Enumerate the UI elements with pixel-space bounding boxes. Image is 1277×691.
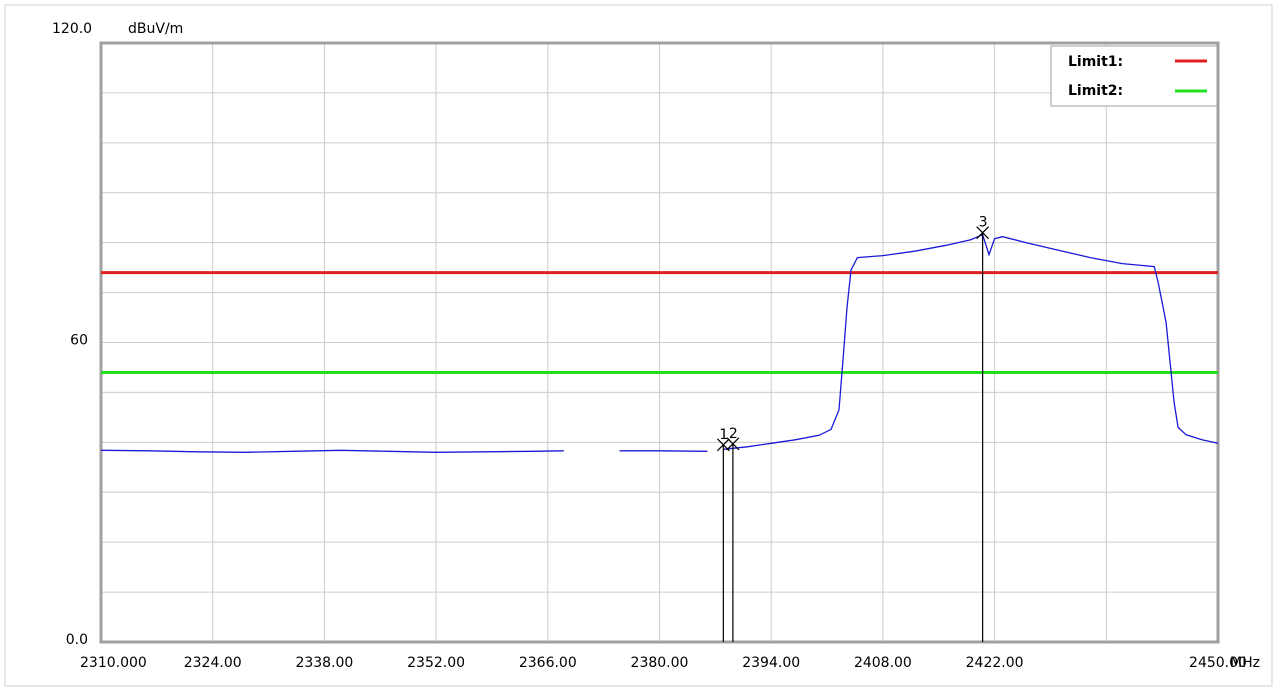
- x-tick-label: 2422.00: [966, 655, 1024, 671]
- marker-layer: 1 2 3: [716, 215, 990, 642]
- outer-frame: [4, 4, 1273, 687]
- marker-cross: [976, 226, 990, 240]
- trace-line: [100, 449, 564, 453]
- x-tick-label: 2366.00: [519, 655, 577, 671]
- trace-line: [723, 233, 1219, 450]
- x-tick-label: 2310.000: [80, 655, 147, 671]
- x-tick-label: 2338.00: [295, 655, 353, 671]
- x-tick-label: 2324.00: [184, 655, 242, 671]
- x-tick-label: 2352.00: [407, 655, 465, 671]
- y-axis-top-label: 120.0: [52, 21, 92, 37]
- x-axis-unit: MHz: [1230, 655, 1260, 671]
- legend-box: [1050, 45, 1218, 107]
- trace-line: [619, 450, 708, 452]
- legend: Limit1: Limit2:: [1050, 45, 1218, 107]
- y-tick-label: 0.0: [66, 632, 88, 648]
- y-tick-labels: 600.0: [66, 333, 88, 649]
- x-tick-label: 2450.00: [1189, 655, 1247, 671]
- y-tick-label: 60: [70, 333, 88, 349]
- x-tick-label: 2380.00: [631, 655, 689, 671]
- marker-label: 2: [729, 426, 738, 442]
- marker-label: 1: [719, 427, 728, 443]
- x-tick-labels: 2310.000 2324.00 2338.00 2352.00 2366.00 2380…: [80, 655, 1247, 671]
- plot-area-border: [99, 41, 1220, 644]
- grid-lines: [101, 43, 1218, 642]
- x-tick-label: 2408.00: [854, 655, 912, 671]
- trace-series: [100, 233, 1219, 453]
- x-tick-label: 2394.00: [742, 655, 800, 671]
- marker-label: 3: [979, 215, 988, 231]
- legend-label-limit1: Limit1:: [1068, 54, 1123, 70]
- marker-cross: [726, 437, 740, 451]
- legend-label-limit2: Limit2:: [1068, 83, 1123, 99]
- y-axis-unit: dBuV/m: [128, 21, 183, 37]
- limit-lines: [101, 271, 1218, 374]
